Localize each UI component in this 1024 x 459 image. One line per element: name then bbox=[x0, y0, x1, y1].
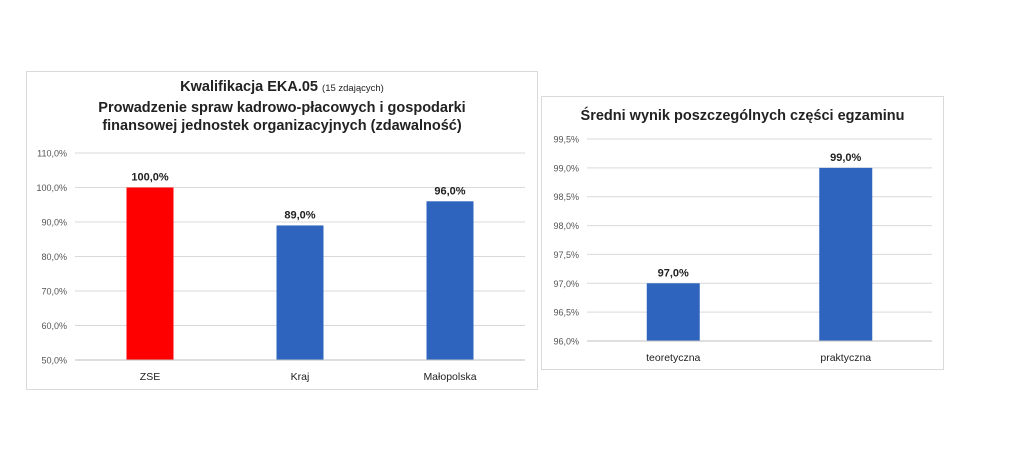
data-label: 97,0% bbox=[658, 267, 689, 279]
bar bbox=[819, 167, 873, 341]
data-label: 99,0% bbox=[830, 152, 861, 164]
data-label: 89,0% bbox=[284, 209, 315, 221]
chart-title: Kwalifikacja EKA.05 (15 zdających) Prowa… bbox=[27, 78, 537, 136]
chart-subtitle-line-2: finansowej jednostek organizacyjnych (zd… bbox=[102, 118, 462, 134]
x-tick-label: praktyczna bbox=[820, 352, 871, 364]
y-tick-label: 98,5% bbox=[553, 192, 579, 202]
y-tick-label: 70,0% bbox=[41, 287, 67, 297]
exam-parts-bar-chart: 96,0% 96,5% 97,0% 97,5% 98,0% 98,5% 99,0% 99,5%… bbox=[553, 135, 932, 364]
y-tick-label: 99,0% bbox=[553, 163, 579, 173]
y-tick-label: 50,0% bbox=[41, 356, 67, 366]
data-label: 100,0% bbox=[131, 172, 169, 184]
y-tick-label: 99,5% bbox=[553, 135, 579, 145]
bar bbox=[276, 225, 324, 360]
y-tick-label: 98,0% bbox=[553, 221, 579, 231]
y-tick-label: 97,0% bbox=[553, 279, 579, 289]
chart-title-main: Kwalifikacja EKA.05 bbox=[180, 79, 318, 95]
y-tick-label: 100,0% bbox=[36, 183, 67, 193]
x-tick-label: Kraj bbox=[291, 371, 310, 383]
bar bbox=[646, 283, 700, 341]
data-label: 96,0% bbox=[434, 185, 465, 197]
bar bbox=[426, 201, 474, 360]
eka05-bar-chart: 50,0% 60,0% 70,0% 80,0% 90,0% 100,0% 110,0% 100… bbox=[36, 149, 525, 383]
chart-title: Średni wynik poszczególnych części egzam… bbox=[580, 108, 905, 124]
x-tick-label: ZSE bbox=[140, 371, 160, 383]
bar bbox=[126, 187, 174, 360]
y-tick-label: 90,0% bbox=[41, 218, 67, 228]
y-tick-label: 60,0% bbox=[41, 321, 67, 331]
chart-panel-exam-parts: Średni wynik poszczególnych części egzam… bbox=[541, 96, 944, 370]
chart-title-note: (15 zdających) bbox=[322, 83, 384, 94]
y-tick-label: 80,0% bbox=[41, 252, 67, 262]
chart-subtitle-line-1: Prowadzenie spraw kadrowo-płacowych i go… bbox=[98, 99, 466, 116]
y-tick-label: 110,0% bbox=[37, 149, 67, 159]
y-tick-label: 96,0% bbox=[553, 337, 579, 347]
y-tick-label: 97,5% bbox=[553, 250, 579, 260]
y-tick-label: 96,5% bbox=[553, 308, 579, 318]
x-tick-label: teoretyczna bbox=[646, 352, 700, 364]
chart-panel-eka05: Kwalifikacja EKA.05 (15 zdających) Prowa… bbox=[26, 71, 538, 390]
x-tick-label: Małopolska bbox=[423, 371, 476, 383]
